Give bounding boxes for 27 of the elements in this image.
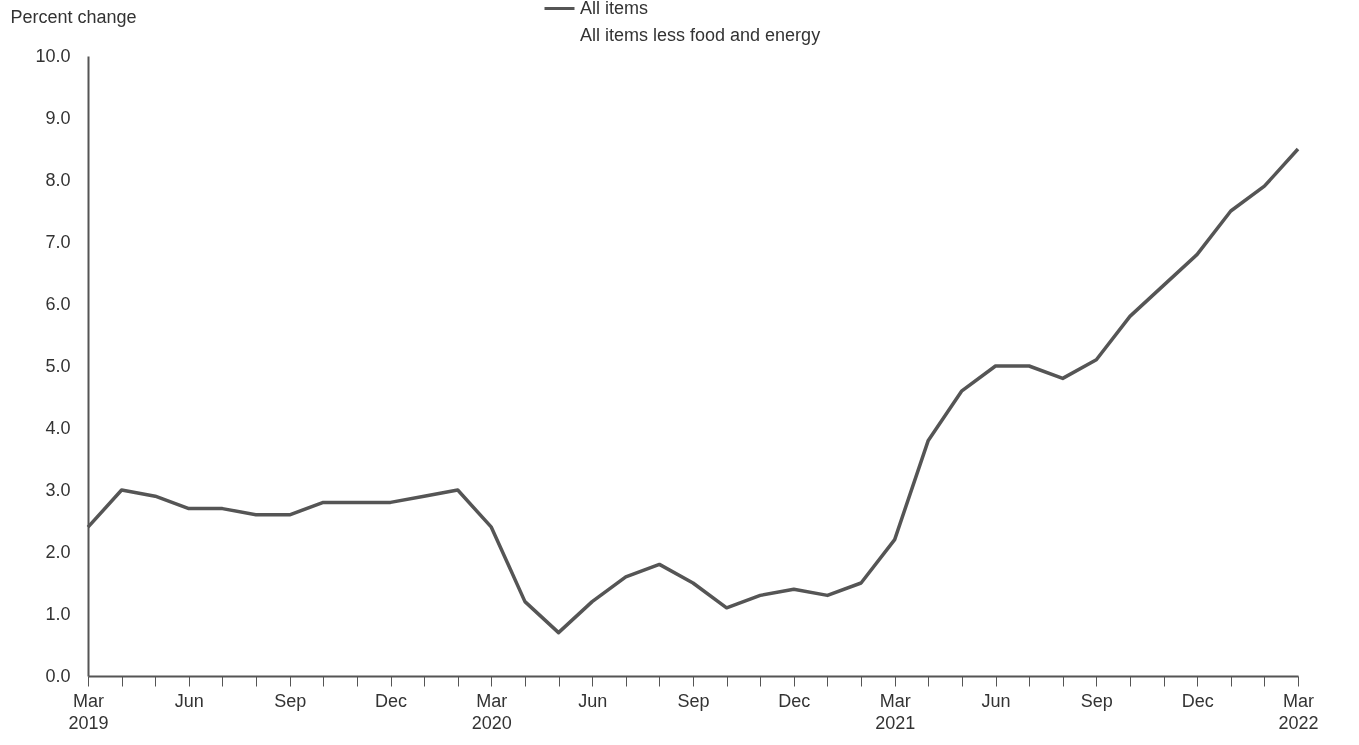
x-tick-label: Mar 2020 [471, 690, 512, 733]
x-tick-label: Sep [274, 690, 307, 711]
y-tick-label: 6.0 [45, 293, 71, 314]
legend-label: All items [580, 0, 649, 18]
y-tick-label: 10.0 [35, 45, 71, 66]
text: All items less food and energy [580, 25, 821, 45]
y-tick-label: 2.0 [45, 541, 71, 562]
x-tick-label: Mar 2022 [1278, 690, 1319, 733]
x-tick-label: Mar 2019 [68, 690, 109, 733]
x-tick-label: Sep [1080, 690, 1113, 711]
x-tick-label: Jun [981, 690, 1011, 711]
y-tick-label: 9.0 [45, 107, 71, 128]
y-tick-label: 0.0 [45, 665, 71, 686]
x-tick-label: Dec [1181, 690, 1214, 711]
x-tick-label: Sep [677, 690, 710, 711]
x-tick-label: Jun [174, 690, 204, 711]
y-tick-label: 7.0 [45, 231, 71, 252]
x-tick-label: Jun [578, 690, 608, 711]
y-tick-label: 8.0 [45, 169, 71, 190]
x-tick-label: Dec [374, 690, 408, 711]
y-tick-label: 1.0 [45, 603, 71, 624]
y-tick-label: 4.0 [45, 417, 71, 438]
x-tick-label: Mar 2021 [875, 690, 916, 733]
x-tick-label: Dec [778, 690, 811, 711]
y-tick-label: 3.0 [45, 479, 71, 500]
y-axis-title: Percent change [10, 6, 137, 27]
y-tick-label: 5.0 [45, 355, 71, 376]
